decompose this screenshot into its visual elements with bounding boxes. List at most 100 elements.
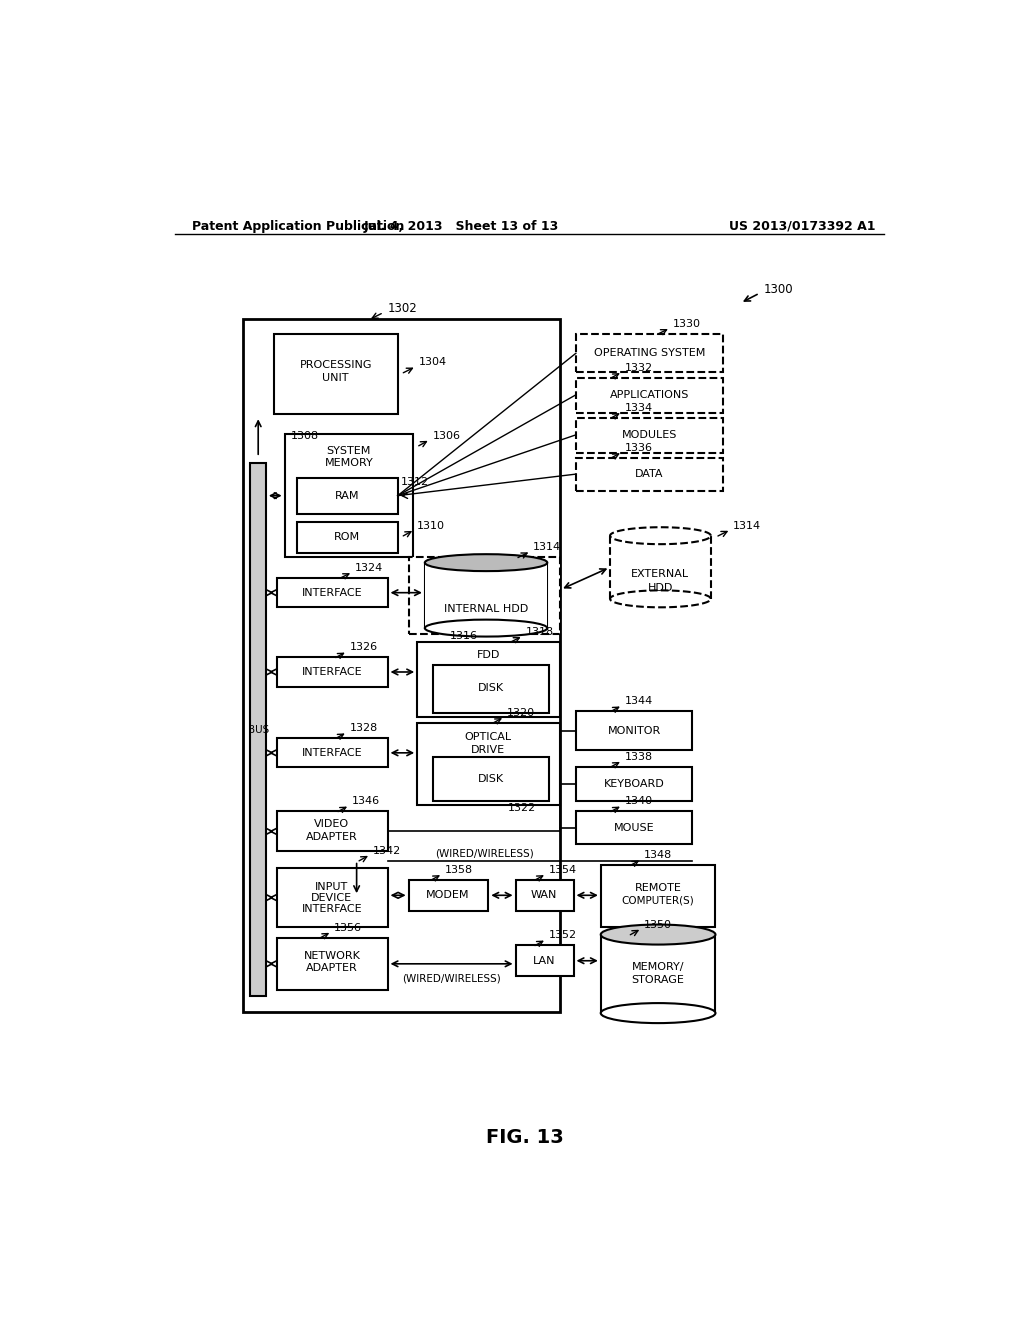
FancyBboxPatch shape [575, 418, 723, 453]
FancyBboxPatch shape [425, 562, 547, 628]
FancyBboxPatch shape [515, 945, 573, 977]
Text: UNIT: UNIT [323, 372, 349, 383]
Text: DATA: DATA [635, 469, 664, 479]
Ellipse shape [601, 924, 716, 945]
FancyBboxPatch shape [575, 767, 692, 801]
Text: 1314: 1314 [733, 520, 762, 531]
FancyBboxPatch shape [601, 866, 716, 927]
FancyBboxPatch shape [297, 478, 397, 515]
Text: 1332: 1332 [625, 363, 653, 372]
Text: MODEM: MODEM [426, 890, 470, 900]
Text: 1318: 1318 [525, 627, 554, 638]
Text: 1344: 1344 [625, 696, 653, 706]
Text: WAN: WAN [531, 890, 557, 900]
Text: 1300: 1300 [764, 282, 794, 296]
Text: MOUSE: MOUSE [613, 822, 654, 833]
Text: 1320: 1320 [507, 708, 536, 718]
Text: COMPUTER(S): COMPUTER(S) [622, 896, 694, 906]
FancyBboxPatch shape [575, 812, 692, 843]
Text: 1342: 1342 [373, 846, 401, 855]
Text: INTERFACE: INTERFACE [301, 748, 362, 758]
Text: MODULES: MODULES [622, 430, 677, 440]
Text: 1334: 1334 [625, 403, 653, 413]
Text: SYSTEM: SYSTEM [327, 446, 371, 455]
Text: 1328: 1328 [349, 723, 378, 733]
FancyBboxPatch shape [276, 578, 388, 607]
FancyBboxPatch shape [417, 723, 560, 805]
Text: RAM: RAM [335, 491, 359, 500]
Text: BUS: BUS [248, 725, 269, 735]
FancyBboxPatch shape [575, 334, 723, 372]
Text: INPUT: INPUT [315, 882, 348, 892]
Text: Jul. 4, 2013   Sheet 13 of 13: Jul. 4, 2013 Sheet 13 of 13 [364, 219, 559, 232]
FancyBboxPatch shape [285, 434, 414, 557]
Text: REMOTE: REMOTE [635, 883, 682, 894]
Text: 1312: 1312 [400, 477, 429, 487]
Text: NETWORK: NETWORK [303, 952, 360, 961]
Text: FIG. 13: FIG. 13 [486, 1129, 563, 1147]
FancyBboxPatch shape [297, 521, 397, 553]
FancyBboxPatch shape [251, 462, 266, 997]
Text: MONITOR: MONITOR [607, 726, 660, 735]
Text: 1304: 1304 [419, 358, 446, 367]
Text: 1314: 1314 [534, 543, 561, 552]
Text: 1348: 1348 [644, 850, 673, 861]
Text: 1358: 1358 [445, 865, 473, 875]
FancyBboxPatch shape [575, 711, 692, 750]
Text: 1306: 1306 [432, 430, 461, 441]
Text: 1354: 1354 [549, 865, 577, 875]
FancyBboxPatch shape [515, 880, 573, 911]
Text: INTERFACE: INTERFACE [301, 587, 362, 598]
Text: ADAPTER: ADAPTER [306, 832, 357, 842]
FancyBboxPatch shape [276, 738, 388, 767]
Text: 1350: 1350 [644, 920, 672, 929]
Text: PROCESSING: PROCESSING [299, 360, 372, 370]
Text: 1316: 1316 [450, 631, 477, 640]
Text: (WIRED/WIRELESS): (WIRED/WIRELESS) [402, 973, 502, 983]
Text: 1330: 1330 [673, 319, 700, 329]
Text: US 2013/0173392 A1: US 2013/0173392 A1 [729, 219, 876, 232]
FancyBboxPatch shape [409, 880, 488, 911]
Text: INTERFACE: INTERFACE [301, 667, 362, 677]
Text: 1336: 1336 [625, 444, 652, 453]
FancyBboxPatch shape [575, 458, 723, 491]
Text: 1356: 1356 [334, 923, 362, 933]
Text: MEMORY: MEMORY [325, 458, 374, 467]
Text: STORAGE: STORAGE [632, 975, 684, 985]
FancyBboxPatch shape [432, 758, 549, 801]
Text: VIDEO: VIDEO [314, 820, 349, 829]
Text: 1322: 1322 [508, 803, 536, 813]
Text: MEMORY/: MEMORY/ [632, 962, 684, 972]
Text: DEVICE: DEVICE [311, 892, 352, 903]
Text: FDD: FDD [477, 649, 500, 660]
Text: DISK: DISK [477, 684, 504, 693]
Ellipse shape [425, 554, 547, 572]
Text: LAN: LAN [532, 956, 555, 966]
Text: ADAPTER: ADAPTER [306, 964, 357, 973]
Text: DISK: DISK [477, 774, 504, 784]
Text: Patent Application Publication: Patent Application Publication [191, 219, 403, 232]
FancyBboxPatch shape [276, 812, 388, 851]
Ellipse shape [601, 1003, 716, 1023]
Text: 1302: 1302 [388, 302, 418, 315]
Ellipse shape [425, 619, 547, 636]
Text: 1326: 1326 [349, 643, 378, 652]
Text: EXTERNAL: EXTERNAL [632, 569, 689, 579]
FancyBboxPatch shape [276, 937, 388, 990]
Text: 1340: 1340 [625, 796, 653, 807]
Text: INTERFACE: INTERFACE [301, 904, 362, 915]
FancyBboxPatch shape [276, 657, 388, 686]
Text: 1310: 1310 [417, 520, 445, 531]
FancyBboxPatch shape [601, 935, 716, 1014]
Text: 1338: 1338 [625, 751, 653, 762]
FancyBboxPatch shape [417, 642, 560, 717]
Text: KEYBOARD: KEYBOARD [604, 779, 665, 788]
Text: (WIRED/WIRELESS): (WIRED/WIRELESS) [435, 849, 534, 859]
Text: OPERATING SYSTEM: OPERATING SYSTEM [594, 348, 706, 358]
FancyBboxPatch shape [575, 378, 723, 412]
FancyBboxPatch shape [243, 318, 560, 1011]
Text: 1346: 1346 [352, 796, 380, 807]
Text: 1352: 1352 [549, 931, 577, 940]
Text: ROM: ROM [334, 532, 360, 543]
FancyBboxPatch shape [276, 869, 388, 927]
